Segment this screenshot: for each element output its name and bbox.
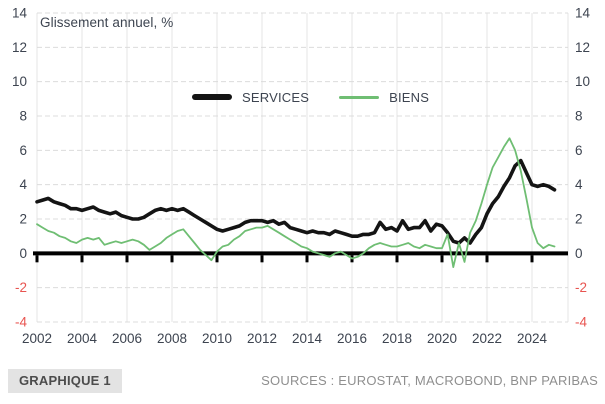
svg-text:12: 12 [12,40,27,55]
legend-swatch-biens [339,95,380,99]
chart-legend: SERVICES BIENS [192,88,429,106]
svg-text:-4: -4 [575,315,587,330]
svg-text:2018: 2018 [382,331,412,346]
svg-text:2002: 2002 [22,331,52,346]
svg-text:6: 6 [575,143,583,158]
graphique-badge: GRAPHIQUE 1 [8,369,122,393]
svg-text:6: 6 [19,143,27,158]
svg-text:14: 14 [575,6,591,21]
svg-text:4: 4 [19,177,27,192]
svg-text:2008: 2008 [157,331,187,346]
chart-figure: 14 14 12 12 10 10 8 8 6 6 4 4 2 2 0 0 -2 -2 -4 -4 2002 2004 20… [12,6,591,347]
legend-item-services: SERVICES [192,90,309,105]
svg-text:0: 0 [575,246,583,261]
legend-swatch-services [192,94,232,100]
gridlines-horizontal [37,12,568,323]
svg-text:2010: 2010 [202,331,232,346]
legend-label-services: SERVICES [242,89,310,105]
svg-text:12: 12 [575,40,590,55]
sources-text: SOURCES : EUROSTAT, MACROBOND, BNP PARIB… [261,373,598,388]
svg-text:2022: 2022 [472,331,502,346]
svg-text:14: 14 [12,6,28,21]
svg-text:4: 4 [575,177,583,192]
chart-title: Glissement annuel, % [40,15,174,30]
svg-text:2016: 2016 [337,331,367,346]
x-axis-labels: 2002 2004 2006 2008 2010 2012 2014 2016 2018 2020… [22,331,548,346]
svg-text:2004: 2004 [67,331,98,346]
legend-item-biens: BIENS [339,90,429,105]
svg-text:0: 0 [19,246,27,261]
svg-text:2: 2 [19,212,27,227]
svg-text:-2: -2 [15,280,27,295]
svg-text:10: 10 [12,74,27,89]
series-line-services [35,158,557,245]
gridlines-vertical [36,13,569,322]
svg-text:10: 10 [575,74,590,89]
svg-text:8: 8 [19,109,27,124]
svg-text:2006: 2006 [112,331,142,346]
svg-text:8: 8 [575,109,583,124]
svg-text:2014: 2014 [292,331,323,346]
svg-text:-4: -4 [15,315,27,330]
svg-text:2024: 2024 [517,331,548,346]
svg-text:-2: -2 [575,280,587,295]
zero-line [33,251,568,263]
series-line-biens [36,137,556,269]
svg-text:2: 2 [575,212,583,227]
svg-text:2020: 2020 [427,331,457,346]
legend-label-biens: BIENS [389,89,430,105]
svg-text:2012: 2012 [247,331,277,346]
y-axis-labels: 14 14 12 12 10 10 8 8 6 6 4 4 2 2 0 0 -2 -2 -4 -4 [12,6,591,330]
